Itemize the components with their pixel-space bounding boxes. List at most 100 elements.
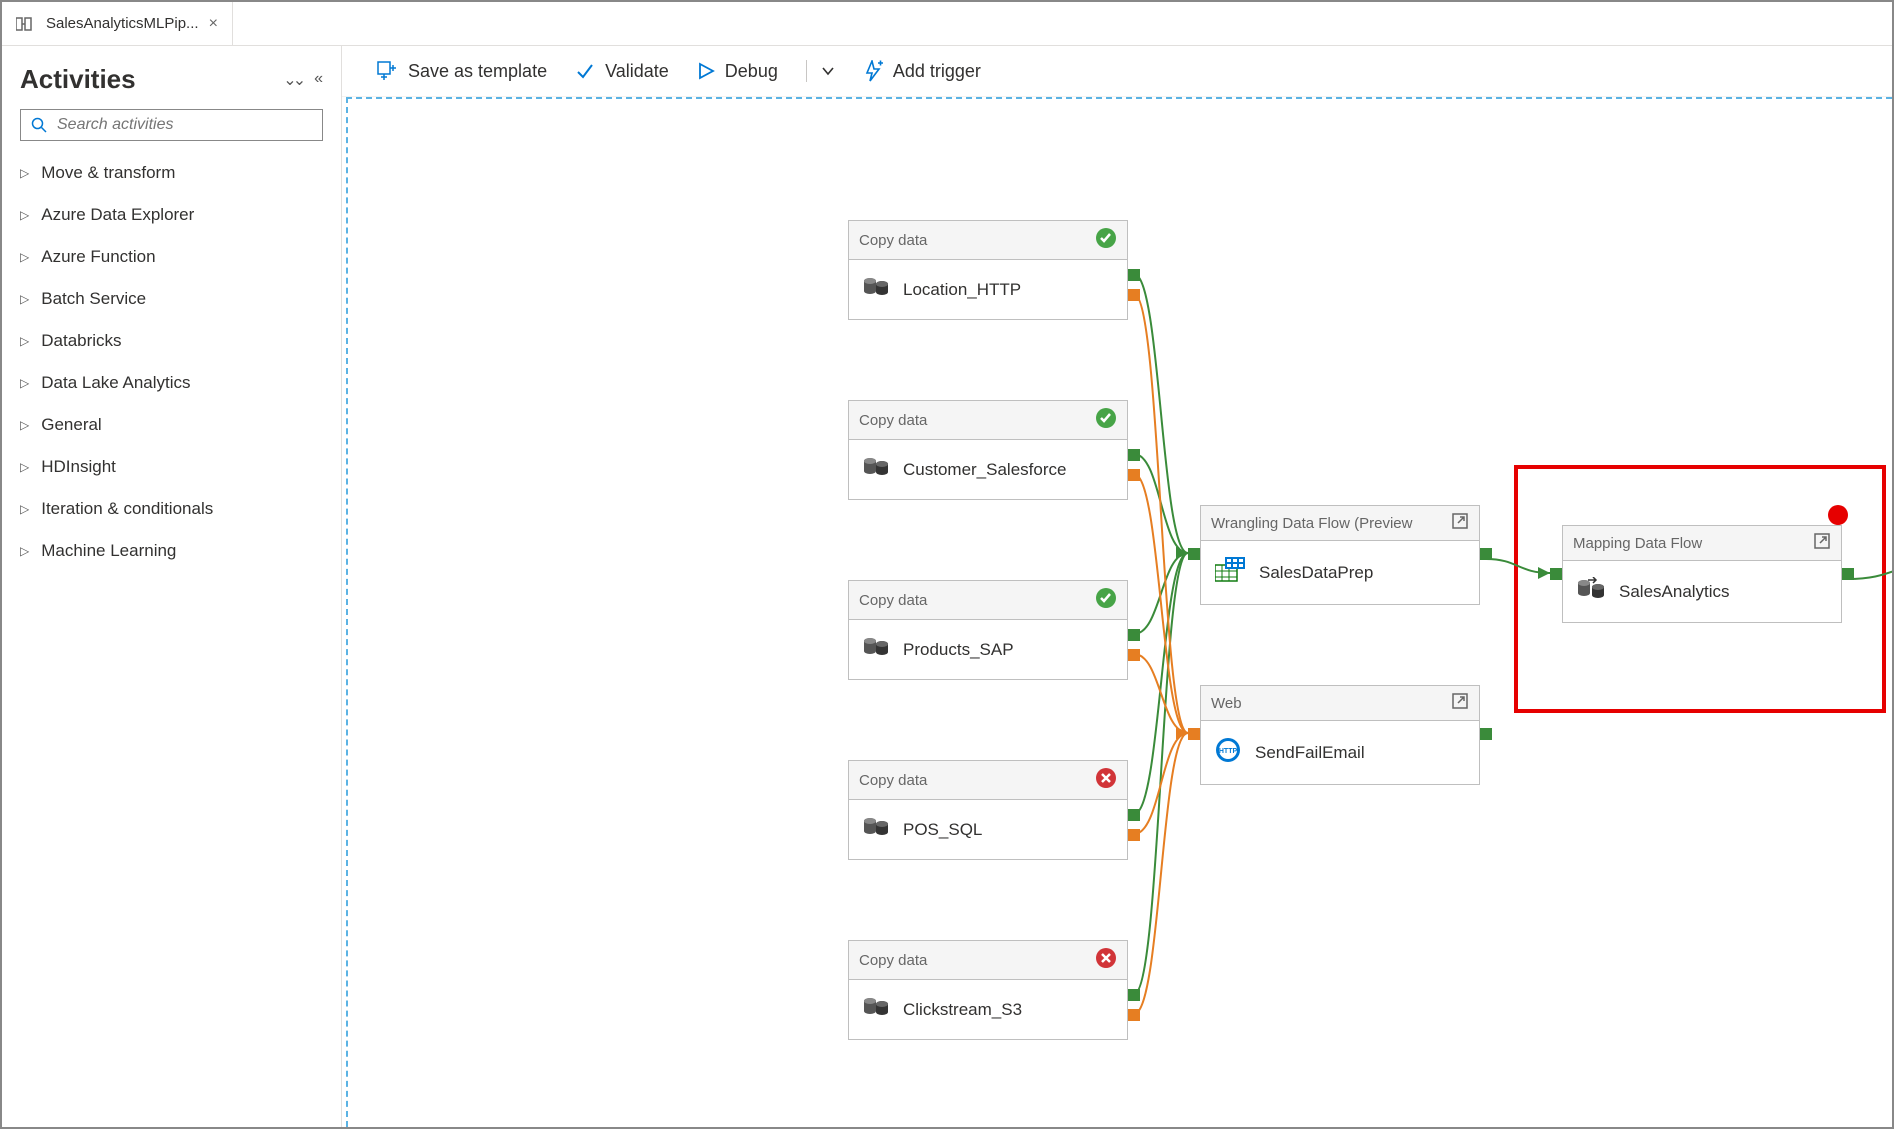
- debug-button[interactable]: Debug: [697, 61, 778, 82]
- chevron-right-icon: ▷: [20, 250, 29, 264]
- expand-all-icon[interactable]: ⌄⌄: [283, 70, 302, 90]
- node-name: Customer_Salesforce: [903, 460, 1066, 480]
- node-type: Copy data: [859, 592, 927, 609]
- node-name: SalesDataPrep: [1259, 563, 1373, 583]
- button-label: Validate: [605, 61, 669, 82]
- activity-type-icon: [863, 636, 889, 663]
- activity-type-icon: [863, 276, 889, 303]
- close-icon[interactable]: ×: [209, 15, 218, 33]
- chevron-right-icon: ▷: [20, 334, 29, 348]
- chevron-right-icon: ▷: [20, 544, 29, 558]
- category-item[interactable]: ▷ HDInsight: [20, 457, 323, 477]
- canvas[interactable]: Copy data Location_HTTP Copy data Customer_…: [342, 97, 1892, 1127]
- port-success[interactable]: [1128, 629, 1140, 641]
- tab-pipeline[interactable]: SalesAnalyticsMLPip... ×: [2, 2, 233, 45]
- success-icon: [1095, 587, 1117, 613]
- port-failure[interactable]: [1128, 469, 1140, 481]
- activity-node-loc[interactable]: Copy data Location_HTTP: [848, 220, 1128, 320]
- category-label: Move & transform: [41, 163, 175, 183]
- category-item[interactable]: ▷Azure Data Explorer: [20, 205, 323, 225]
- activity-node-web[interactable]: Web HTTP SendFailEmail: [1200, 685, 1480, 785]
- port-success[interactable]: [1480, 728, 1492, 740]
- category-item[interactable]: ▷Machine Learning: [20, 541, 323, 561]
- port-failure[interactable]: [1128, 829, 1140, 841]
- open-icon[interactable]: [1451, 692, 1469, 714]
- add-trigger-button[interactable]: Add trigger: [863, 60, 981, 82]
- category-list: ▷Move & transform ▷Azure Data Explorer ▷…: [20, 163, 323, 561]
- port-failure[interactable]: [1128, 289, 1140, 301]
- highlight-box: [1514, 465, 1886, 713]
- node-name: Clickstream_S3: [903, 1000, 1022, 1020]
- tab-title: SalesAnalyticsMLPip...: [46, 15, 199, 32]
- toolbar: Save as template Validate Debug Add trig…: [342, 46, 1892, 97]
- activity-node-wrang[interactable]: Wrangling Data Flow (Preview SalesDataPre…: [1200, 505, 1480, 605]
- port-success[interactable]: [1128, 269, 1140, 281]
- port-success[interactable]: [1128, 449, 1140, 461]
- collapse-panel-icon[interactable]: «: [314, 70, 323, 90]
- port-success[interactable]: [1128, 989, 1140, 1001]
- open-icon[interactable]: [1451, 512, 1469, 534]
- svg-text:HTTP: HTTP: [1219, 748, 1238, 755]
- button-label: Add trigger: [893, 61, 981, 82]
- search-icon: [31, 117, 47, 133]
- play-icon: [697, 62, 715, 80]
- search-input[interactable]: [57, 116, 312, 134]
- activity-node-pos[interactable]: Copy data POS_SQL: [848, 760, 1128, 860]
- main-area: Save as template Validate Debug Add trig…: [342, 46, 1892, 1127]
- activity-type-icon: HTTP: [1215, 737, 1241, 768]
- error-indicator-icon: [1828, 505, 1848, 525]
- activity-node-click[interactable]: Copy data Clickstream_S3: [848, 940, 1128, 1040]
- category-label: General: [41, 415, 101, 435]
- category-item[interactable]: ▷ Iteration & conditionals: [20, 499, 323, 519]
- check-icon: [575, 61, 595, 81]
- port-in[interactable]: [1188, 548, 1200, 560]
- category-item[interactable]: ▷Move & transform: [20, 163, 323, 183]
- tab-bar: SalesAnalyticsMLPip... ×: [2, 2, 1892, 46]
- debug-dropdown[interactable]: [821, 64, 835, 78]
- node-name: Location_HTTP: [903, 280, 1021, 300]
- search-activities[interactable]: [20, 109, 323, 141]
- activity-type-icon: [1215, 557, 1245, 588]
- chevron-right-icon: ▷: [20, 502, 29, 516]
- chevron-right-icon: ▷: [20, 460, 29, 474]
- category-label: Databricks: [41, 331, 121, 351]
- chevron-right-icon: ▷: [20, 418, 29, 432]
- category-item[interactable]: ▷ Azure Function: [20, 247, 323, 267]
- chevron-right-icon: ▷: [20, 376, 29, 390]
- divider: [806, 60, 807, 82]
- category-label: Iteration & conditionals: [41, 499, 213, 519]
- port-failure[interactable]: [1128, 1009, 1140, 1021]
- save-template-icon: [376, 60, 398, 82]
- chevron-down-icon: [821, 64, 835, 78]
- fail-icon: [1095, 767, 1117, 793]
- pipeline-icon: [16, 16, 36, 32]
- category-item[interactable]: ▷ General: [20, 415, 323, 435]
- category-item[interactable]: ▷Data Lake Analytics: [20, 373, 323, 393]
- port-success[interactable]: [1480, 548, 1492, 560]
- category-label: Azure Function: [41, 247, 155, 267]
- category-label: HDInsight: [41, 457, 116, 477]
- category-item[interactable]: ▷Batch Service: [20, 289, 323, 309]
- panel-title: Activities: [20, 64, 136, 95]
- port-in[interactable]: [1188, 728, 1200, 740]
- activity-node-prod[interactable]: Copy dataProducts_SAP: [848, 580, 1128, 680]
- activity-node-cust[interactable]: Copy data Customer_Salesforce: [848, 400, 1128, 500]
- save-template-button[interactable]: Save as template: [376, 60, 547, 82]
- node-type: Wrangling Data Flow (Preview: [1211, 515, 1412, 532]
- node-type: Copy data: [859, 412, 927, 429]
- node-type: Copy data: [859, 772, 927, 789]
- node-type: Web: [1211, 695, 1242, 712]
- node-name: SendFailEmail: [1255, 743, 1365, 763]
- success-icon: [1095, 407, 1117, 433]
- node-type: Copy data: [859, 952, 927, 969]
- activities-panel: Activities ⌄⌄ « ▷Move & transform ▷Azure…: [2, 46, 342, 1127]
- port-success[interactable]: [1128, 809, 1140, 821]
- port-failure[interactable]: [1128, 649, 1140, 661]
- category-label: Azure Data Explorer: [41, 205, 194, 225]
- node-type: Copy data: [859, 232, 927, 249]
- activity-type-icon: [863, 816, 889, 843]
- node-name: POS_SQL: [903, 820, 982, 840]
- validate-button[interactable]: Validate: [575, 61, 669, 82]
- category-item[interactable]: ▷ Databricks: [20, 331, 323, 351]
- activity-type-icon: [863, 996, 889, 1023]
